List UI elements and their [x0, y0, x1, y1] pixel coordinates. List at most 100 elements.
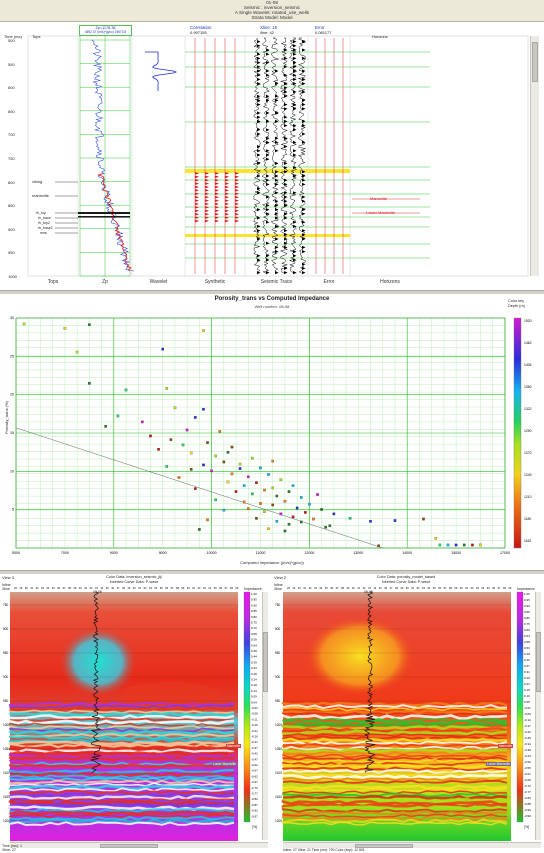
scatter-point	[255, 481, 258, 485]
left-inline-label: Inline	[2, 583, 11, 587]
left-xline-tick: 50	[133, 586, 136, 590]
right-hscroll-thumb[interactable]	[355, 844, 413, 848]
right-section-vscroll[interactable]	[535, 592, 541, 840]
left-xline-tick: 66	[219, 586, 222, 590]
left-xline-tick: 54	[154, 586, 157, 590]
scatter-point	[226, 450, 230, 454]
well-log-panel[interactable]: Time (ms) Tops Zp=1178.38 4692.47 (m/s)*…	[0, 22, 544, 290]
xline-label: Xline: 15	[260, 25, 278, 30]
scatter-point	[251, 456, 254, 460]
left-section-hscroll[interactable]	[10, 842, 268, 848]
impedance-tick: 0.44	[251, 655, 257, 659]
right-section-hscroll[interactable]	[283, 842, 541, 848]
seismic-sections[interactable]: 1.000.950.900.850.800.750.700.650.590.54…	[0, 574, 544, 853]
impedance-tick: -0.11	[251, 717, 258, 721]
left-xline-tick: 52	[144, 586, 147, 590]
colorbar-tick: 1240	[524, 473, 532, 477]
track-label-seismic-trace: Seismic Trace	[260, 279, 293, 285]
scatter-point	[177, 476, 181, 479]
title-line-1: 01-08	[266, 0, 278, 5]
scatter-point	[275, 519, 279, 523]
left-color-data: Color Data: inversion_seismic_jiji	[106, 575, 162, 579]
scatter-point	[299, 496, 303, 499]
right-xline-tick: 69	[508, 586, 511, 590]
correlation-value: 0.997155	[190, 30, 207, 35]
impedance-tick: 0.37	[524, 664, 530, 668]
track-label-tops: Tops	[47, 279, 59, 285]
scatter-point	[161, 347, 165, 351]
scatter-point	[287, 522, 291, 526]
top-label-mne: mne	[40, 231, 47, 235]
well-panel-scroll-thumb[interactable]	[532, 42, 538, 82]
impedance-tick: -0.72	[524, 784, 531, 788]
time-tick-600: 600	[8, 85, 15, 91]
scatter-point	[165, 465, 169, 468]
left-xline-tick: 62	[198, 586, 201, 590]
crossplot-chart[interactable]: 5000 7000 9000 9000 10000 11000 12000 13000 1400…	[0, 294, 544, 570]
time-tick-850: 850	[8, 203, 15, 209]
right-vscroll-thumb[interactable]	[536, 632, 541, 692]
x-tick-label: 14000	[402, 551, 412, 555]
left-vscroll-thumb[interactable]	[263, 632, 268, 692]
impedance-tick: 1.00	[251, 592, 257, 596]
x-tick-label: 5000	[12, 551, 20, 555]
impedance-tick: -0.22	[524, 730, 531, 734]
impedance-tick: -0.92	[251, 809, 258, 813]
scatter-point	[471, 543, 474, 547]
right-xline-tick: 61	[465, 586, 468, 590]
horizon-label-lower-mannville: Lower Mannville	[366, 210, 395, 215]
panel-splitter-2[interactable]	[0, 570, 544, 574]
zp-header-line2: 4692.47 (m/s)*(g/cc) 19673.8	[84, 30, 127, 34]
scatter-point	[149, 434, 152, 438]
crossplot-panel[interactable]: Porosity_trans vs Computed Impedance Wel…	[0, 294, 544, 570]
impedance-tick: 0.21	[524, 682, 530, 686]
colorbar-tick: 1210	[524, 495, 532, 499]
left-status-xline: Xline: 27	[2, 848, 16, 852]
iline-label: Iline: 42	[260, 30, 275, 35]
impedance-tick: -0.21	[251, 729, 258, 733]
y-tick-label: 5	[12, 508, 14, 512]
left-xline-tick: 34	[46, 586, 49, 590]
right-time-tick: 800	[275, 627, 281, 631]
left-xline-tick: 65	[214, 586, 217, 590]
left-xline-tick: 48	[122, 586, 125, 590]
scatter-point	[202, 329, 205, 332]
panel-splitter[interactable]	[0, 290, 544, 294]
scatter-point	[206, 441, 209, 444]
correlation-label: Correlation	[190, 25, 212, 30]
left-xline-tick: 39	[73, 586, 76, 590]
scatter-point	[63, 327, 67, 330]
impedance-tick: 0.53	[524, 646, 530, 650]
scatter-point	[316, 493, 319, 496]
seismic-section-panel[interactable]: View 3 Color Data: inversion_seismic_jij…	[0, 574, 544, 853]
crossplot-xlabel: Computed Impedance ((m/s)*(g/cc))	[240, 560, 304, 565]
left-xline-tick: 46	[111, 586, 114, 590]
scatter-point	[169, 438, 173, 441]
right-xline-tick: 25	[287, 586, 290, 590]
impedance-tick: -0.28	[524, 736, 531, 740]
impedance-tick: -0.99	[524, 814, 531, 818]
impedance-tick: -0.66	[524, 778, 531, 782]
impedance-tick: 0.65	[251, 632, 257, 636]
colorbar-tick: 1520	[524, 319, 532, 323]
right-time-tick: 950	[275, 699, 281, 703]
scatter-point	[454, 543, 458, 547]
left-hscroll-thumb[interactable]	[100, 844, 158, 848]
right-view-label: View 2	[274, 575, 286, 580]
left-section-vscroll[interactable]	[262, 592, 268, 840]
x-tick-label: 15000	[451, 551, 461, 555]
right-xline-tick: 30	[298, 586, 301, 590]
left-xline-tick: 47	[117, 586, 120, 590]
scatter-point	[173, 406, 177, 410]
x-tick-label: 9000	[110, 551, 118, 555]
impedance-tick: -0.31	[251, 740, 258, 744]
scatter-point	[214, 454, 217, 458]
scatter-point	[275, 494, 279, 498]
colorbar-tick: 1322	[524, 407, 532, 411]
well-panel-scrollbar[interactable]	[530, 36, 539, 276]
y-tick-label: 25	[10, 354, 14, 358]
well-log-tracks[interactable]	[0, 22, 544, 290]
right-xline-tick: 62	[471, 586, 474, 590]
scatter-point	[267, 527, 270, 531]
left-curve-data: Inserted Curve Data: P-wave	[109, 580, 159, 584]
